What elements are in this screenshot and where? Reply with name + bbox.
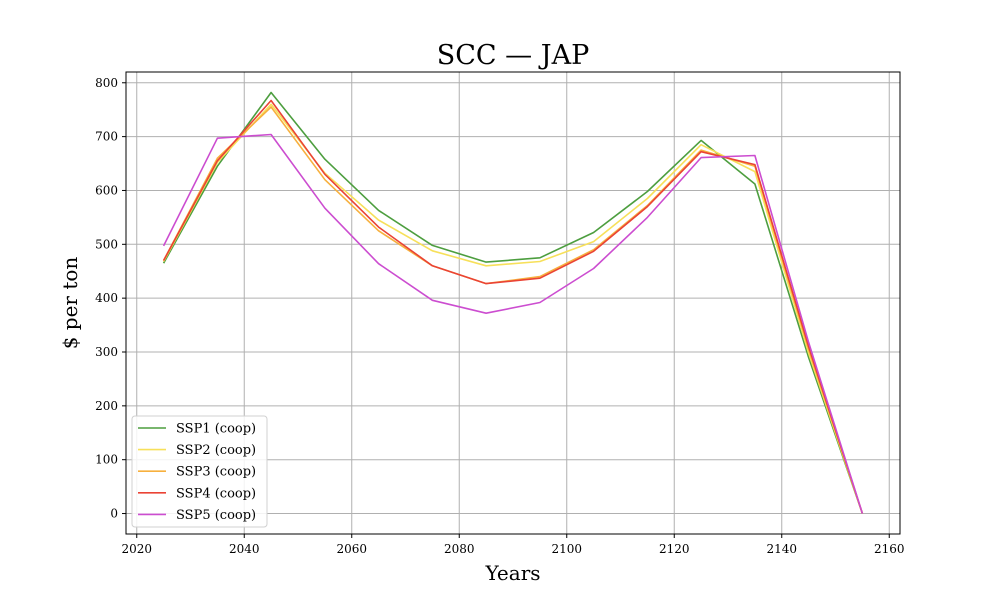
x-tick-label: 2140	[766, 542, 797, 556]
x-tick-label: 2100	[551, 542, 582, 556]
y-tick-label: 500	[95, 237, 118, 251]
series-line-ssp3	[162, 106, 864, 514]
legend-label: SSP5 (coop)	[176, 508, 256, 523]
chart-title: SCC — JAP	[437, 40, 589, 71]
x-axis-title: Years	[484, 561, 540, 585]
x-tick-label: 2080	[444, 542, 475, 556]
y-tick-label: 300	[95, 345, 118, 359]
x-tick-label: 2020	[121, 542, 152, 556]
y-axis-title: $ per ton	[58, 257, 82, 350]
legend-label: SSP1 (coop)	[176, 422, 256, 437]
x-axis-ticks: 2020 2040 2060 2080 2100 2120 2140 2160	[121, 534, 905, 556]
y-tick-label: 800	[95, 76, 118, 90]
y-tick-label: 0	[110, 507, 118, 521]
legend-box	[131, 415, 268, 528]
series-lines	[162, 91, 864, 514]
legend-label: SSP3 (coop)	[176, 465, 256, 480]
legend-label: SSP2 (coop)	[176, 443, 256, 458]
y-axis-ticks: 0 100 200 300 400 500 600 700 800	[95, 76, 126, 521]
series-line-ssp1	[162, 91, 864, 514]
y-tick-label: 700	[95, 130, 118, 144]
plot-frame	[125, 71, 901, 535]
y-tick-label: 600	[95, 183, 118, 197]
x-tick-label: 2160	[874, 542, 905, 556]
y-tick-label: 100	[95, 453, 118, 467]
legend: SSP1 (coop) SSP2 (coop) SSP3 (coop) SSP4 (c…	[131, 415, 268, 528]
x-tick-label: 2120	[659, 542, 690, 556]
series-line-ssp5	[162, 133, 864, 514]
x-tick-label: 2040	[229, 542, 260, 556]
y-tick-label: 200	[95, 399, 118, 413]
legend-label: SSP4 (coop)	[176, 486, 256, 501]
grid-lines	[126, 72, 900, 534]
x-tick-label: 2060	[336, 542, 367, 556]
series-line-ssp2	[162, 103, 864, 514]
series-line-ssp4	[162, 99, 864, 514]
y-tick-label: 400	[95, 291, 118, 305]
